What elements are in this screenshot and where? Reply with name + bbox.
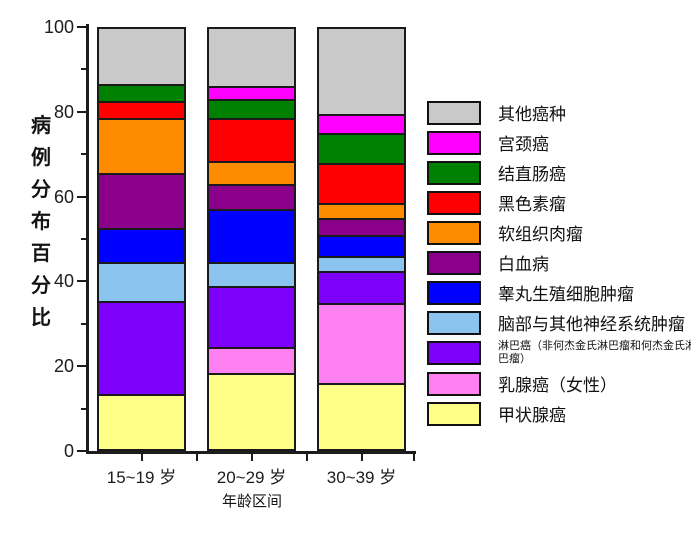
bar-segment xyxy=(207,185,296,212)
bar-segment xyxy=(207,287,296,350)
y-tick-major xyxy=(77,26,86,28)
bar-segment xyxy=(317,236,406,259)
legend-label: 甲状腺癌 xyxy=(498,406,566,425)
bar-segment xyxy=(97,302,186,396)
bar-segment xyxy=(207,101,296,121)
x-tick xyxy=(140,454,143,461)
bar-segment xyxy=(207,349,296,375)
legend-label: 乳腺癌（女性） xyxy=(498,376,617,395)
bar-segment xyxy=(97,264,186,303)
y-axis-title: 病例分布百分比 xyxy=(31,115,51,329)
bar-segment xyxy=(317,304,406,386)
x-tick xyxy=(305,454,308,461)
bar-segment xyxy=(207,264,296,288)
bar-segment xyxy=(317,27,406,117)
legend-swatch xyxy=(427,160,481,185)
y-tick-minor xyxy=(81,68,86,71)
legend-swatch xyxy=(427,190,481,215)
bar-segment xyxy=(207,120,296,163)
y-tick-label: 0 xyxy=(63,441,74,461)
x-category-label: 20~29 岁 xyxy=(216,468,287,487)
stacked-bar xyxy=(97,27,186,451)
legend-item: 白血病 xyxy=(427,250,691,275)
legend-swatch xyxy=(427,130,481,155)
legend-label: 结直肠癌 xyxy=(498,165,566,184)
x-tick xyxy=(413,454,415,461)
legend-label: 脑部与其他神经系统肿瘤 xyxy=(498,315,685,334)
y-tick-minor xyxy=(81,322,86,325)
legend-label: 淋巴癌（非何杰金氏淋巴瘤和何杰金氏淋巴瘤） xyxy=(498,340,691,365)
legend-item: 乳腺癌（女性） xyxy=(427,371,691,396)
bar-segment xyxy=(97,120,186,176)
bar-segment xyxy=(97,230,186,265)
y-tick-label: 100 xyxy=(43,17,74,37)
legend-item: 睾丸生殖细胞肿瘤 xyxy=(427,280,691,305)
y-tick-minor xyxy=(81,407,86,410)
y-tick-major xyxy=(77,110,86,113)
legend-swatch xyxy=(427,220,481,245)
bar-segment xyxy=(207,211,296,265)
legend-item: 宫颈癌 xyxy=(427,130,691,155)
y-tick-label: 60 xyxy=(53,186,74,207)
bar-segment xyxy=(317,116,406,136)
legend-item: 结直肠癌 xyxy=(427,160,691,185)
y-tick-minor xyxy=(81,238,86,240)
y-tick-major xyxy=(77,195,86,198)
bar-segment xyxy=(207,162,296,186)
legend-item: 淋巴癌（非何杰金氏淋巴瘤和何杰金氏淋巴瘤） xyxy=(427,340,691,366)
x-category-label: 15~19 岁 xyxy=(106,468,177,487)
bar-segment xyxy=(317,258,406,273)
bar-segment xyxy=(317,135,406,165)
bar-segment xyxy=(317,205,406,220)
y-axis-line xyxy=(86,24,89,454)
legend-label: 软组织肉瘤 xyxy=(498,225,583,244)
legend: 其他癌种宫颈癌结直肠癌黑色素瘤软组织肉瘤白血病睾丸生殖细胞肿瘤脑部与其他神经系统… xyxy=(427,100,691,426)
stacked-bar xyxy=(317,27,406,451)
bar-segment xyxy=(317,219,406,237)
x-tick xyxy=(250,454,253,461)
y-tick-label: 80 xyxy=(53,101,74,122)
legend-swatch xyxy=(427,280,481,305)
legend-label: 其他癌种 xyxy=(498,105,566,124)
bar-segment xyxy=(317,385,406,451)
legend-label: 宫颈癌 xyxy=(498,135,549,154)
x-tick xyxy=(360,454,363,461)
x-tick xyxy=(195,454,198,461)
bar-segment xyxy=(207,88,296,102)
legend-item: 脑部与其他神经系统肿瘤 xyxy=(427,310,691,335)
bar-segment xyxy=(97,27,186,87)
legend-item: 黑色素瘤 xyxy=(427,190,691,215)
stacked-bar xyxy=(207,27,296,451)
legend-item: 甲状腺癌 xyxy=(427,401,691,426)
bar-segment xyxy=(317,272,406,305)
y-tick-minor xyxy=(81,153,86,156)
legend-item: 软组织肉瘤 xyxy=(427,220,691,245)
legend-swatch xyxy=(427,310,481,335)
legend-swatch xyxy=(427,401,481,426)
x-category-label: 30~39 岁 xyxy=(326,468,397,487)
bar-segment xyxy=(97,175,186,231)
y-tick-major xyxy=(77,280,86,283)
bar-segment xyxy=(97,103,186,121)
x-axis-line xyxy=(86,451,416,454)
legend-swatch xyxy=(427,341,481,365)
legend-label: 黑色素瘤 xyxy=(498,195,566,214)
y-tick-major xyxy=(77,450,86,452)
legend-swatch xyxy=(427,100,481,125)
y-tick-label: 20 xyxy=(53,356,74,377)
y-tick-major xyxy=(77,365,86,368)
bar-segment xyxy=(317,164,406,206)
legend-swatch xyxy=(427,250,481,275)
legend-label: 白血病 xyxy=(498,255,549,274)
legend-swatch xyxy=(427,371,481,396)
y-tick-label: 40 xyxy=(53,271,74,292)
legend-item: 其他癌种 xyxy=(427,100,691,125)
x-axis-title: 年龄区间 xyxy=(221,493,282,510)
bar-segment xyxy=(97,395,186,451)
bar-segment xyxy=(97,86,186,104)
bar-segment xyxy=(207,27,296,89)
bar-segment xyxy=(207,374,296,451)
legend-label: 睾丸生殖细胞肿瘤 xyxy=(498,285,634,304)
